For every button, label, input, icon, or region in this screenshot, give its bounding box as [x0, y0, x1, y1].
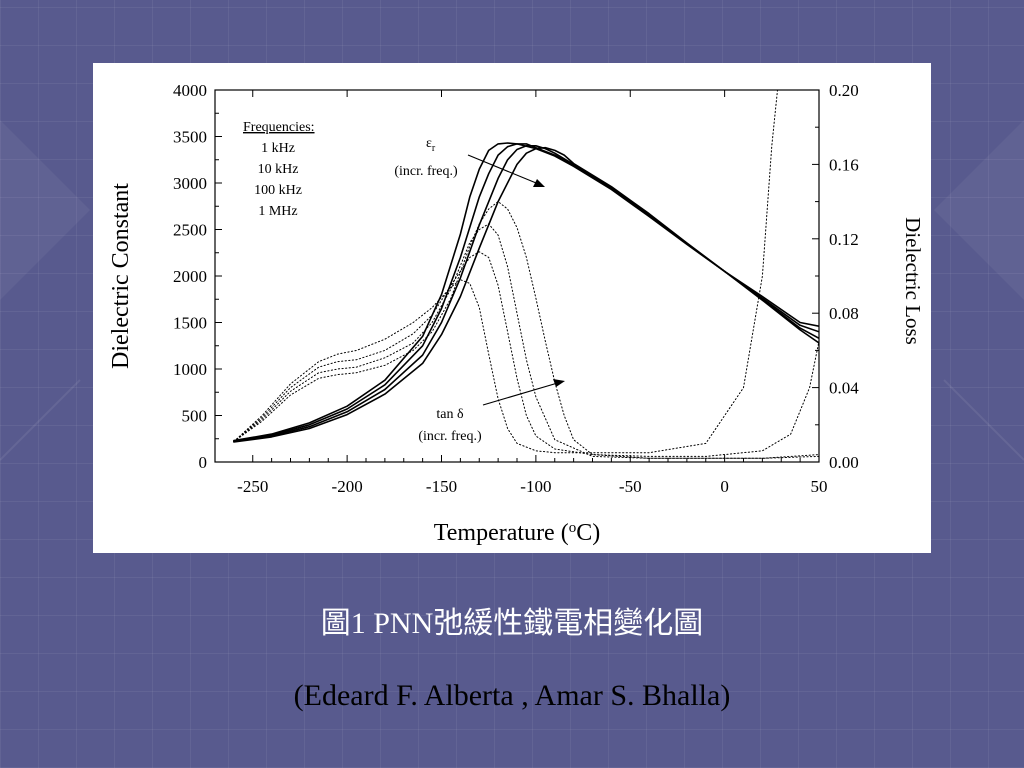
- right-y-axis-ticks: 0.00 0.04 0.08 0.12 0.16 0.20: [812, 81, 859, 472]
- tan-delta-curve-2: [233, 251, 819, 457]
- dielectric-constant-curve-2: [233, 143, 819, 442]
- annotation-epsilon: εr (incr. freq.): [394, 136, 545, 187]
- left-y-tick-label: 1500: [173, 314, 207, 333]
- dielectric-constant-curve-4: [233, 146, 819, 443]
- left-y-tick-label: 2500: [173, 221, 207, 240]
- right-y-tick-label: 0.16: [829, 155, 859, 174]
- annotation-epsilon-note: (incr. freq.): [394, 164, 458, 179]
- legend: Frequencies: 1 kHz 10 kHz 100 kHz 1 MHz: [243, 120, 315, 219]
- right-y-tick-label: 0.20: [829, 81, 859, 100]
- x-tick-label: -150: [426, 477, 457, 496]
- left-y-tick-label: 3500: [173, 128, 207, 147]
- dielectric-constant-curve-3: [233, 145, 819, 443]
- annotation-tan-delta-arrow: [482, 381, 562, 406]
- left-y-tick-label: 1000: [173, 360, 207, 379]
- right-y-tick-label: 0.08: [829, 304, 859, 323]
- x-tick-label: -200: [332, 477, 363, 496]
- legend-title: Frequencies:: [243, 120, 315, 135]
- tan-delta-curve-4: [233, 201, 819, 459]
- plot-frame: [214, 89, 820, 463]
- x-tick-label: 0: [720, 477, 729, 496]
- annotation-epsilon-arrow: [467, 154, 542, 186]
- x-axis-label: Temperature (oC): [434, 520, 600, 546]
- legend-entry: 10 kHz: [258, 162, 299, 177]
- x-tick-label: -50: [619, 477, 642, 496]
- left-y-axis-ticks: 0 500 1000 1500 2000 2500 3000 3500 4000: [173, 81, 222, 472]
- right-y-axis-label: Dielectric Loss: [901, 217, 925, 345]
- left-y-tick-label: 500: [182, 407, 208, 426]
- tan-delta-curve-3: [233, 223, 819, 459]
- annotation-tan-delta-note: (incr. freq.): [418, 429, 482, 444]
- legend-entry: 1 MHz: [258, 204, 297, 219]
- right-y-tick-label: 0.00: [829, 453, 859, 472]
- caption-title: 圖1 PNN弛緩性鐵電相變化圖: [320, 607, 704, 640]
- right-y-tick-label: 0.12: [829, 230, 859, 249]
- annotation-epsilon-symbol: ε: [426, 136, 432, 151]
- legend-entry: 1 kHz: [261, 141, 295, 156]
- right-y-tick-label: 0.04: [829, 379, 859, 398]
- left-y-tick-label: 3000: [173, 174, 207, 193]
- figure-panel: -250 -200 -150 -100 -50 0 50 0 500 1000 1500 2000 2…: [93, 63, 931, 553]
- tan-delta-curve-1: [233, 90, 778, 454]
- x-tick-label: 50: [811, 477, 828, 496]
- dielectric-chart: -250 -200 -150 -100 -50 0 50 0 500 1000 1500 2000 2…: [108, 81, 925, 546]
- dielectric-constant-curve-1: [233, 142, 819, 442]
- left-y-tick-label: 4000: [173, 81, 207, 100]
- left-y-axis-label: Dielectric Constant: [108, 183, 134, 369]
- x-tick-label: -100: [520, 477, 551, 496]
- caption-authors: (Edeard F. Alberta , Amar S. Bhalla): [293, 679, 731, 712]
- svg-text:εr: εr: [426, 136, 436, 154]
- annotation-tan-delta: tan δ (incr. freq.): [418, 379, 565, 444]
- annotation-tan-delta-text: tan δ: [436, 407, 464, 422]
- series-group: [233, 90, 819, 459]
- left-y-tick-label: 2000: [173, 267, 207, 286]
- x-tick-label: -250: [237, 477, 268, 496]
- annotation-epsilon-sub: r: [432, 143, 436, 154]
- legend-entry: 100 kHz: [254, 183, 302, 198]
- left-y-tick-label: 0: [199, 453, 208, 472]
